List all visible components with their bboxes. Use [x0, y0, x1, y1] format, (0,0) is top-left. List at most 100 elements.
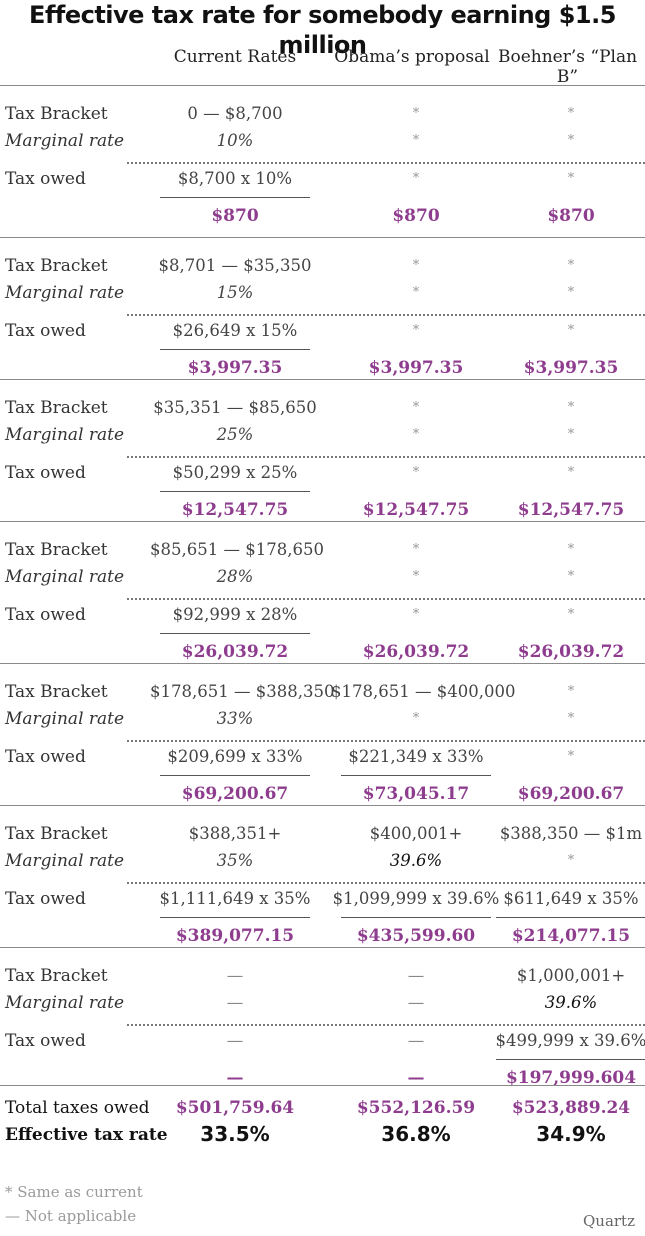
effective-rate-obama: 36.8%: [381, 1122, 451, 1146]
total-obama: $26,039.72: [362, 642, 470, 662]
marginal-boehner: *: [567, 133, 575, 148]
total-obama: $12,547.75: [362, 500, 470, 520]
effective-rate-label: Effective tax rate: [5, 1125, 168, 1145]
tax-owed-label: Tax owed: [5, 747, 86, 767]
owed-boehner: *: [567, 749, 575, 764]
computation-underline: [496, 1059, 645, 1060]
bracket-current: $8,701 — $35,350: [158, 256, 312, 275]
tax-owed-label: Tax owed: [5, 169, 86, 189]
bracket-boehner: $1,000,001+: [516, 966, 626, 985]
total-current: —: [226, 1068, 244, 1088]
total-boehner: $870: [547, 206, 595, 226]
bracket-obama: $400,001+: [369, 824, 463, 843]
marginal-current: —: [226, 993, 244, 1012]
total-obama: $552,126.59: [356, 1098, 476, 1118]
computation-underline: [341, 775, 491, 776]
bracket-current: $35,351 — $85,650: [153, 398, 317, 417]
owed-obama: $1,099,999 x 39.6%: [332, 889, 500, 908]
owed-current: $26,649 x 15%: [172, 321, 298, 340]
owed-current: $209,699 x 33%: [167, 747, 303, 766]
bracket-obama: *: [412, 258, 420, 273]
total-boehner: $197,999.604: [505, 1068, 637, 1088]
bracket-boehner: *: [567, 400, 575, 415]
owed-current: $8,700 x 10%: [177, 169, 293, 188]
owed-boehner: *: [567, 323, 575, 338]
bracket-divider: [0, 379, 645, 380]
total-boehner: $523,889.24: [511, 1098, 631, 1118]
computation-underline: [160, 349, 310, 350]
bracket-divider: [0, 663, 645, 664]
computation-underline: [160, 775, 310, 776]
marginal-obama: *: [412, 569, 420, 584]
bracket-boehner: *: [567, 684, 575, 699]
effective-rate-boehner: 34.9%: [536, 1122, 606, 1146]
total-current: $69,200.67: [181, 784, 289, 804]
dotted-separator: [127, 598, 645, 600]
owed-current: —: [226, 1031, 244, 1050]
marginal-rate-label: Marginal rate: [5, 283, 125, 303]
effective-rate-current: 33.5%: [200, 1122, 270, 1146]
owed-boehner: $611,649 x 35%: [503, 889, 639, 908]
tax-bracket-label: Tax Bracket: [5, 256, 108, 276]
marginal-obama: —: [407, 993, 425, 1012]
marginal-boehner: *: [567, 711, 575, 726]
bracket-obama: *: [412, 542, 420, 557]
bracket-current: $178,651 — $388,350: [150, 682, 335, 701]
marginal-obama: *: [412, 285, 420, 300]
computation-underline: [341, 917, 491, 918]
total-current: $870: [211, 206, 259, 226]
computation-underline: [160, 197, 310, 198]
tax-owed-label: Tax owed: [5, 463, 86, 483]
dotted-separator: [127, 1024, 645, 1026]
dotted-separator: [127, 314, 645, 316]
tax-bracket-label: Tax Bracket: [5, 540, 108, 560]
total-obama: $3,997.35: [368, 358, 464, 378]
total-obama: —: [407, 1068, 425, 1088]
total-current: $3,997.35: [187, 358, 283, 378]
total-current: $389,077.15: [175, 926, 295, 946]
owed-obama: $221,349 x 33%: [348, 747, 484, 766]
marginal-rate-label: Marginal rate: [5, 993, 125, 1013]
computation-underline: [496, 917, 645, 918]
marginal-rate-label: Marginal rate: [5, 131, 125, 151]
bracket-divider: [0, 521, 645, 522]
owed-current: $50,299 x 25%: [172, 463, 298, 482]
total-current: $12,547.75: [181, 500, 289, 520]
owed-obama: —: [407, 1031, 425, 1050]
marginal-rate-label: Marginal rate: [5, 425, 125, 445]
bracket-boehner: *: [567, 542, 575, 557]
tax-bracket-label: Tax Bracket: [5, 824, 108, 844]
dotted-separator: [127, 162, 645, 164]
total-obama: $73,045.17: [362, 784, 470, 804]
marginal-obama: *: [412, 711, 420, 726]
owed-obama: *: [412, 465, 420, 480]
tax-bracket-label: Tax Bracket: [5, 398, 108, 418]
total-current: $501,759.64: [175, 1098, 295, 1118]
total-taxes-label: Total taxes owed: [5, 1098, 150, 1118]
chart-title: Effective tax rate for somebody earning …: [29, 1, 616, 59]
total-obama: $870: [392, 206, 440, 226]
owed-boehner: *: [567, 607, 575, 622]
tax-owed-label: Tax owed: [5, 889, 86, 909]
owed-boehner: $499,999 x 39.6%: [495, 1031, 645, 1050]
marginal-obama: *: [412, 133, 420, 148]
marginal-boehner: 39.6%: [544, 993, 598, 1012]
owed-boehner: *: [567, 465, 575, 480]
tax-bracket-label: Tax Bracket: [5, 966, 108, 986]
dotted-separator: [127, 740, 645, 742]
dotted-separator: [127, 882, 645, 884]
owed-boehner: *: [567, 171, 575, 186]
bracket-current: $388,351+: [188, 824, 282, 843]
summary-divider: [0, 1085, 645, 1086]
marginal-current: 33%: [216, 709, 254, 728]
bracket-divider: [0, 805, 645, 806]
marginal-current: 10%: [216, 131, 254, 150]
bracket-obama: *: [412, 400, 420, 415]
marginal-rate-label: Marginal rate: [5, 567, 125, 587]
bracket-divider: [0, 947, 645, 948]
computation-underline: [160, 917, 310, 918]
column-header-obama: Obama’s proposal: [334, 47, 490, 67]
marginal-current: 25%: [216, 425, 254, 444]
bracket-current: —: [226, 966, 244, 985]
marginal-obama: *: [412, 427, 420, 442]
